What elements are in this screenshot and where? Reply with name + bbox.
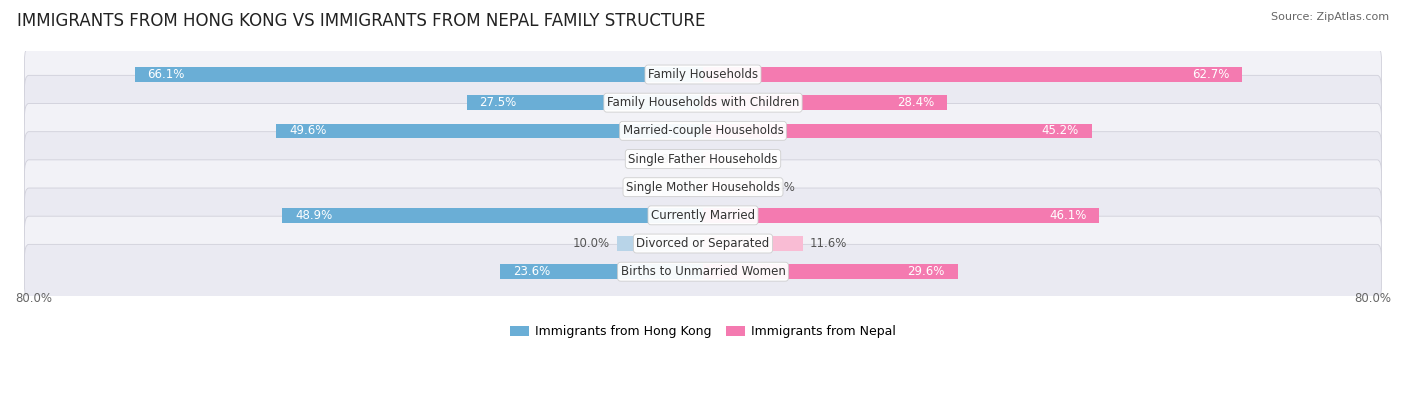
Text: 1.8%: 1.8%	[651, 152, 681, 166]
Text: Family Households with Children: Family Households with Children	[607, 96, 799, 109]
Bar	[617, 236, 703, 251]
Text: Single Mother Households: Single Mother Households	[626, 181, 780, 194]
Text: 48.9%: 48.9%	[295, 209, 333, 222]
Text: 10.0%: 10.0%	[574, 237, 610, 250]
Text: 66.1%: 66.1%	[148, 68, 184, 81]
Text: Currently Married: Currently Married	[651, 209, 755, 222]
Text: 23.6%: 23.6%	[513, 265, 550, 278]
Bar	[703, 236, 803, 251]
Bar	[283, 208, 703, 223]
Bar	[703, 152, 721, 166]
Text: Single Father Households: Single Father Households	[628, 152, 778, 166]
FancyBboxPatch shape	[24, 245, 1382, 299]
Bar	[277, 124, 703, 138]
Text: Married-couple Households: Married-couple Households	[623, 124, 783, 137]
Bar	[703, 264, 957, 279]
Bar	[703, 180, 758, 194]
Bar	[135, 67, 703, 82]
FancyBboxPatch shape	[24, 160, 1382, 214]
Text: 27.5%: 27.5%	[479, 96, 516, 109]
Bar	[467, 95, 703, 110]
FancyBboxPatch shape	[24, 75, 1382, 130]
Text: 11.6%: 11.6%	[810, 237, 846, 250]
Text: 49.6%: 49.6%	[290, 124, 326, 137]
Text: 80.0%: 80.0%	[1354, 292, 1391, 305]
FancyBboxPatch shape	[24, 47, 1382, 102]
Text: 46.1%: 46.1%	[1049, 209, 1087, 222]
FancyBboxPatch shape	[24, 132, 1382, 186]
Bar	[703, 95, 948, 110]
Bar	[662, 180, 703, 194]
Text: 45.2%: 45.2%	[1042, 124, 1078, 137]
Bar	[501, 264, 703, 279]
FancyBboxPatch shape	[24, 103, 1382, 158]
Bar	[688, 152, 703, 166]
Text: 2.2%: 2.2%	[728, 152, 759, 166]
FancyBboxPatch shape	[24, 188, 1382, 243]
Bar	[703, 124, 1091, 138]
Legend: Immigrants from Hong Kong, Immigrants from Nepal: Immigrants from Hong Kong, Immigrants fr…	[505, 320, 901, 343]
Bar	[703, 67, 1243, 82]
Text: 29.6%: 29.6%	[907, 265, 945, 278]
Text: 80.0%: 80.0%	[15, 292, 52, 305]
Text: Family Households: Family Households	[648, 68, 758, 81]
Bar	[703, 208, 1099, 223]
Text: 28.4%: 28.4%	[897, 96, 935, 109]
Text: IMMIGRANTS FROM HONG KONG VS IMMIGRANTS FROM NEPAL FAMILY STRUCTURE: IMMIGRANTS FROM HONG KONG VS IMMIGRANTS …	[17, 12, 706, 30]
Text: 62.7%: 62.7%	[1192, 68, 1229, 81]
Text: Births to Unmarried Women: Births to Unmarried Women	[620, 265, 786, 278]
Text: Source: ZipAtlas.com: Source: ZipAtlas.com	[1271, 12, 1389, 22]
Text: 4.8%: 4.8%	[626, 181, 655, 194]
Text: Divorced or Separated: Divorced or Separated	[637, 237, 769, 250]
Text: 6.4%: 6.4%	[765, 181, 794, 194]
FancyBboxPatch shape	[24, 216, 1382, 271]
